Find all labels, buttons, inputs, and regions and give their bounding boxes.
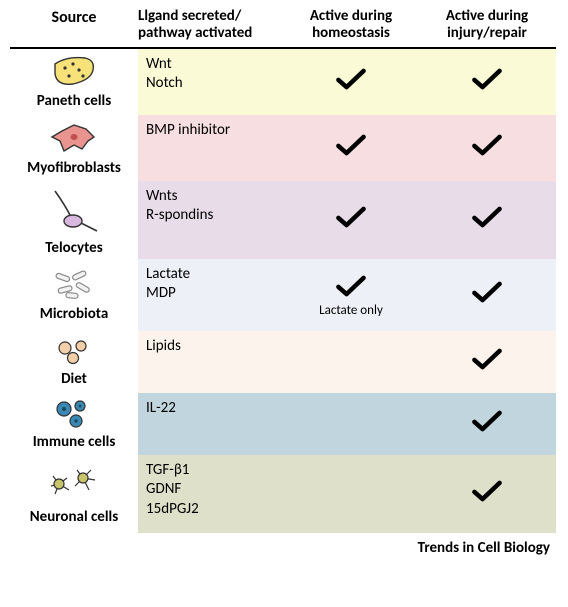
source-label: Diet	[61, 370, 87, 388]
cell-ligand: LactateMDP	[138, 259, 284, 331]
header-injury: Active duringinjury/repair	[418, 8, 556, 43]
cell-ligand: WntNotch	[138, 49, 284, 115]
ligand-text: Lipids	[146, 337, 276, 357]
cell-injury	[418, 181, 556, 259]
cell-ligand: TGF-β1GDNF15dPGJ2	[138, 455, 284, 533]
source-label: Paneth cells	[37, 92, 111, 110]
cell-homeostasis: Lactate only	[284, 259, 418, 331]
source-label: Immune cells	[33, 433, 116, 451]
ligand-text: Notch	[146, 74, 276, 94]
ligand-text: Wnts	[146, 187, 276, 207]
immune-icon	[50, 397, 98, 431]
cell-homeostasis	[284, 331, 418, 393]
table-body: Paneth cells WntNotch Myofibroblasts BMP in…	[10, 49, 556, 533]
header-homeostasis: Active duringhomeostasis	[284, 8, 418, 43]
table-row: Paneth cells WntNotch	[10, 49, 556, 115]
cell-injury	[418, 393, 556, 455]
source-label: Neuronal cells	[30, 508, 118, 526]
cell-homeostasis	[284, 115, 418, 181]
cell-ligand: WntsR-spondins	[138, 181, 284, 259]
ligand-text: Lactate	[146, 265, 276, 285]
check-icon	[333, 65, 369, 98]
ligand-text: MDP	[146, 284, 276, 304]
table-row: Neuronal cells TGF-β1GDNF15dPGJ2	[10, 455, 556, 533]
ligand-text: TGF-β1	[146, 461, 276, 481]
cell-ligand: BMP inhibitor	[138, 115, 284, 181]
homeostasis-note: Lactate only	[319, 303, 383, 318]
cell-homeostasis	[284, 393, 418, 455]
microbiota-icon	[48, 267, 100, 303]
cell-source: Diet	[10, 331, 138, 393]
source-label: Telocytes	[45, 239, 102, 257]
cell-injury	[418, 455, 556, 533]
check-icon	[333, 272, 369, 305]
table-header-row: Source Llgand secreted/pathway activated…	[10, 8, 556, 49]
check-icon	[333, 131, 369, 164]
table-row: Diet Lipids	[10, 331, 556, 393]
ligand-text: Wnt	[146, 55, 276, 75]
myofibroblast-icon	[46, 119, 102, 157]
cell-source: Immune cells	[10, 393, 138, 455]
cell-ligand: Lipids	[138, 331, 284, 393]
check-icon	[469, 65, 505, 98]
ligand-text: IL-22	[146, 399, 276, 419]
table-container: Source Llgand secreted/pathway activated…	[0, 0, 568, 563]
check-icon	[469, 131, 505, 164]
header-ligand: Llgand secreted/pathway activated	[138, 8, 284, 43]
cell-ligand: IL-22	[138, 393, 284, 455]
header-source: Source	[10, 8, 138, 43]
cell-homeostasis	[284, 49, 418, 115]
cell-homeostasis	[284, 455, 418, 533]
ligand-text: R-spondins	[146, 206, 276, 226]
source-label: Myofibroblasts	[27, 159, 121, 177]
check-icon	[469, 278, 505, 311]
source-label: Microbiota	[40, 305, 109, 323]
cell-source: Neuronal cells	[10, 455, 138, 533]
cell-source: Microbiota	[10, 259, 138, 331]
cell-source: Myofibroblasts	[10, 115, 138, 181]
cell-injury	[418, 115, 556, 181]
cell-homeostasis	[284, 181, 418, 259]
check-icon	[469, 345, 505, 378]
cell-injury	[418, 49, 556, 115]
table-row: Microbiota LactateMDP Lactate only	[10, 259, 556, 331]
check-icon	[469, 477, 505, 510]
neuronal-icon	[45, 462, 103, 506]
cell-injury	[418, 259, 556, 331]
table-row: Telocytes WntsR-spondins	[10, 181, 556, 259]
check-icon	[333, 203, 369, 236]
ligand-text: GDNF	[146, 480, 276, 500]
table-row: Immune cells IL-22	[10, 393, 556, 455]
telocyte-icon	[47, 183, 101, 237]
footer-credit: Trends in Cell Biology	[10, 533, 556, 557]
paneth-icon	[49, 54, 99, 90]
cell-source: Telocytes	[10, 181, 138, 259]
check-icon	[469, 203, 505, 236]
ligand-text: BMP inhibitor	[146, 121, 276, 141]
check-icon	[469, 407, 505, 440]
diet-icon	[51, 336, 97, 368]
ligand-text: 15dPGJ2	[146, 500, 276, 520]
cell-injury	[418, 331, 556, 393]
cell-source: Paneth cells	[10, 49, 138, 115]
table-row: Myofibroblasts BMP inhibitor	[10, 115, 556, 181]
